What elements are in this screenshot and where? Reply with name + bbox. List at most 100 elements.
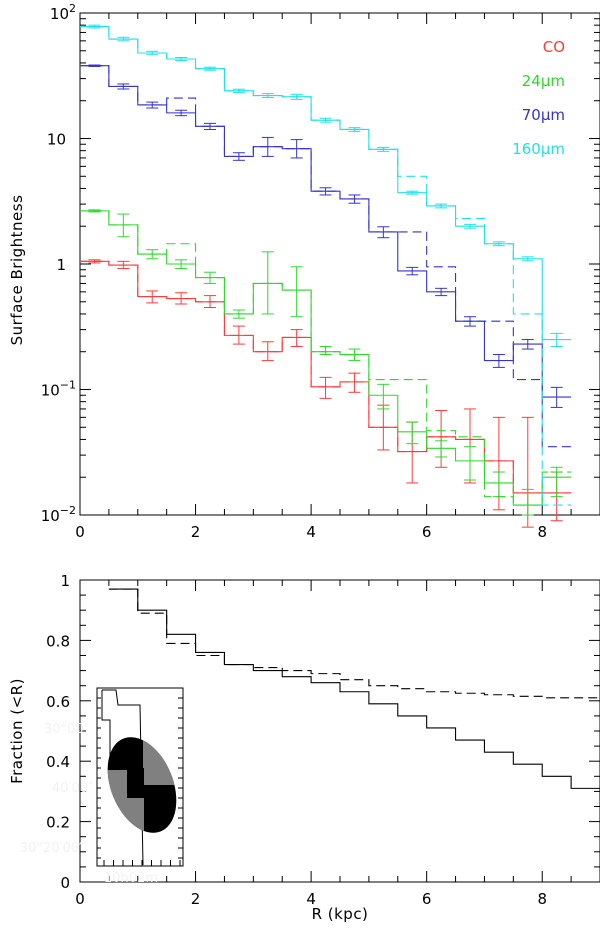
bottom-y-tick-label: 0.6 <box>46 693 70 711</box>
top-y-tick-label: 10−1 <box>41 379 76 400</box>
error-bar-70m <box>261 136 274 157</box>
error-bar-70m <box>492 354 505 368</box>
error-bar-160m <box>521 256 534 262</box>
series-160m-solid <box>80 25 572 341</box>
error-bar-co <box>435 410 448 468</box>
error-bar-co <box>290 329 303 348</box>
series-160m-dashed <box>80 25 572 506</box>
bottom-y-tick-label: 0.2 <box>46 814 70 832</box>
bottom-x-tick-label: 2 <box>191 890 201 908</box>
error-bar-co <box>88 259 101 264</box>
error-bar-160m <box>348 127 361 132</box>
error-bar-160m <box>406 190 419 195</box>
bottom-x-tick-label: 0 <box>75 890 85 908</box>
top-y-tick-label: 102 <box>50 2 76 23</box>
error-bar-160m <box>117 36 130 42</box>
top-x-tick-label: 6 <box>422 523 432 541</box>
error-bar-24m <box>377 383 390 410</box>
error-bar-24m <box>232 309 245 319</box>
error-bar-co <box>348 372 361 393</box>
error-bar-24m <box>146 249 159 260</box>
error-bar-co <box>146 290 159 304</box>
error-bar-160m <box>232 88 245 93</box>
legend-item: 70μm <box>522 106 565 124</box>
error-bar-70m <box>88 64 101 67</box>
error-bar-70m <box>406 266 419 276</box>
bottom-y-tick-label: 0.8 <box>46 632 70 650</box>
inset-map: 30°00′ 40′00″ 30°20′00″ 10h02m <box>20 687 190 886</box>
bottom-series-group <box>108 588 600 801</box>
error-bar-24m <box>435 440 448 458</box>
error-bar-70m <box>117 83 130 90</box>
error-bar-24m <box>319 346 332 356</box>
error-bar-co <box>261 341 274 362</box>
inset-label-3: 30°20′00″ <box>20 841 84 856</box>
error-bar-70m <box>464 316 476 327</box>
top-y-axis-label: Surface Brightness <box>8 195 26 346</box>
legend: CO 24μm 70μm 160μm <box>512 38 565 158</box>
inset-ellipse-dark-center <box>127 768 144 798</box>
top-y-tick-label: 10−2 <box>41 504 76 525</box>
legend-item: CO <box>543 38 565 56</box>
error-bar-160m <box>204 66 216 71</box>
error-bar-24m <box>464 446 476 481</box>
bottom-y-tick-label: 0.4 <box>46 753 70 771</box>
inset-footprint-outline-left <box>101 690 111 770</box>
error-bar-24m <box>550 466 563 498</box>
error-bar-24m <box>261 251 274 315</box>
error-bar-24m <box>175 259 188 270</box>
error-bar-co <box>232 325 245 345</box>
error-bar-70m <box>550 386 563 408</box>
error-bar-70m <box>290 139 303 159</box>
error-bar-160m <box>175 56 188 62</box>
error-bar-70m <box>521 339 534 350</box>
error-bar-160m <box>550 332 563 348</box>
error-bar-70m <box>319 187 332 196</box>
bottom-x-tick-label: 8 <box>537 890 547 908</box>
inset-label-4: 10h02m <box>104 871 158 886</box>
bottom-x-tick-label: 4 <box>306 890 316 908</box>
bottom-tick-marks <box>79 579 600 883</box>
error-bar-160m <box>146 50 159 56</box>
error-bar-160m <box>377 146 390 152</box>
bottom-x-tick-labels: 0 2 4 6 8 <box>75 890 547 908</box>
error-bar-160m <box>88 24 101 29</box>
error-bar-70m <box>146 101 159 109</box>
error-bar-160m <box>290 93 303 100</box>
bottom-x-axis-label: R (kpc) <box>312 905 369 923</box>
error-bar-co <box>117 260 130 270</box>
legend-item: 160μm <box>512 140 565 158</box>
error-bar-70m <box>232 152 245 161</box>
error-bar-70m <box>348 194 361 204</box>
top-y-tick-label: 1 <box>56 256 66 274</box>
error-bar-160m <box>261 93 274 99</box>
error-bar-24m <box>406 421 419 445</box>
bottom-x-tick-label: 6 <box>422 890 432 908</box>
error-bar-160m <box>435 203 448 209</box>
bottom-y-tick-label: 1 <box>60 572 70 590</box>
error-bar-160m <box>319 117 332 123</box>
error-bar-160m <box>492 241 505 247</box>
error-bar-24m <box>521 488 534 516</box>
top-y-tick-label: 10 <box>47 131 66 149</box>
top-x-tick-labels: 0 2 4 6 8 <box>75 523 547 541</box>
error-bar-70m <box>435 287 448 297</box>
top-x-tick-label: 2 <box>191 523 201 541</box>
error-bar-24m <box>117 213 130 238</box>
error-bar-24m <box>204 271 216 284</box>
error-bar-co <box>175 292 188 305</box>
inset-tick-marks <box>97 697 183 866</box>
error-bar-70m <box>204 122 216 130</box>
error-bar-24m <box>88 209 101 213</box>
fraction-dashed-line <box>108 588 600 699</box>
error-bar-160m <box>464 223 476 229</box>
error-bar-24m <box>348 348 361 362</box>
error-bar-70m <box>377 226 390 239</box>
error-bar-co <box>204 295 216 309</box>
bottom-y-tick-labels: 0 0.2 0.4 0.6 0.8 1 <box>46 572 70 892</box>
top-x-tick-label: 4 <box>306 523 316 541</box>
top-x-tick-label: 0 <box>75 523 85 541</box>
error-bar-24m <box>290 266 303 318</box>
